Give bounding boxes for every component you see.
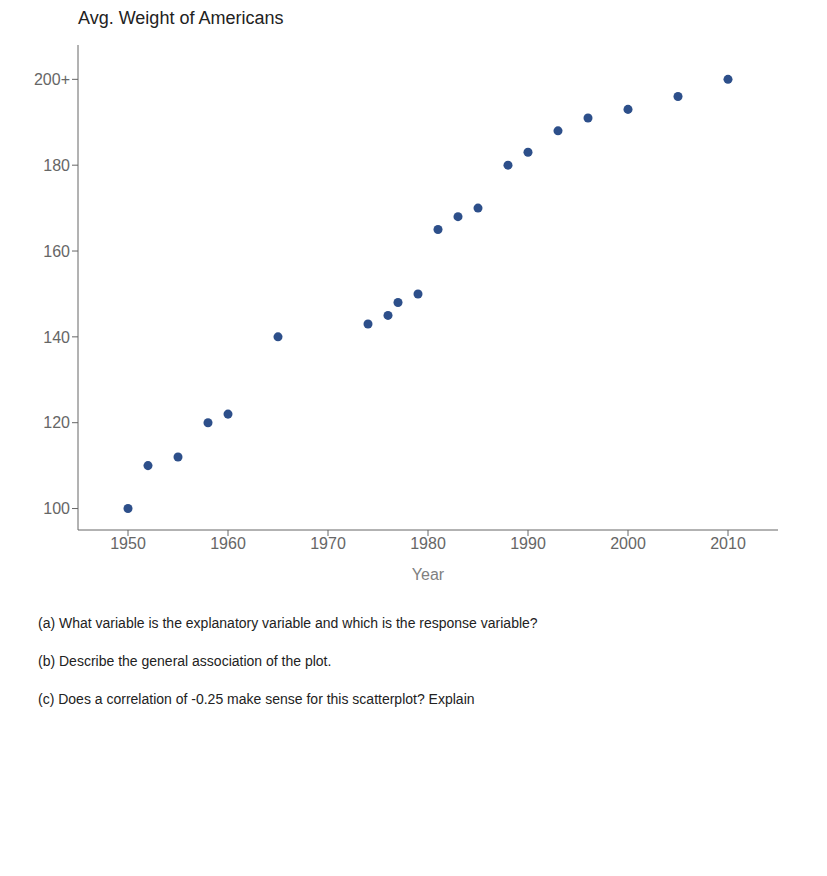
svg-text:Year: Year: [412, 566, 445, 583]
svg-text:1950: 1950: [110, 535, 146, 552]
svg-text:180: 180: [43, 157, 70, 174]
svg-text:200+: 200+: [34, 71, 70, 88]
svg-text:160: 160: [43, 243, 70, 260]
svg-text:120: 120: [43, 414, 70, 431]
svg-text:1990: 1990: [510, 535, 546, 552]
html-text:Avg. Weight of Americans: Avg. Weight of Americans: [78, 8, 284, 28]
svg-text:1960: 1960: [210, 535, 246, 552]
svg-text:1970: 1970: [310, 535, 346, 552]
html-text:(c) Does a correlation of -0.2: (c) Does a correlation of -0.25 make sen…: [38, 691, 475, 707]
svg-text:140: 140: [43, 329, 70, 346]
html-text:(a) What variable is the expla: (a) What variable is the explanatory var…: [38, 615, 538, 631]
svg-text:1980: 1980: [410, 535, 446, 552]
svg-text:100: 100: [43, 500, 70, 517]
html-text:(b) Describe the general assoc: (b) Describe the general association of …: [38, 653, 332, 669]
svg-text:2000: 2000: [610, 535, 646, 552]
svg-text:2010: 2010: [710, 535, 746, 552]
